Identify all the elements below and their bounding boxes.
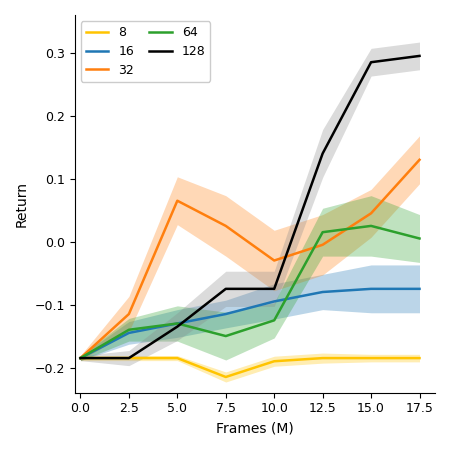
16: [320, 289, 325, 295]
32: [223, 223, 229, 229]
64: [175, 321, 180, 326]
8: [417, 356, 422, 361]
Y-axis label: Return: Return: [15, 181, 29, 227]
64: [369, 223, 374, 229]
128: [175, 324, 180, 329]
8: [223, 374, 229, 380]
64: [223, 333, 229, 339]
8: [369, 356, 374, 361]
64: [417, 236, 422, 241]
128: [271, 286, 277, 292]
16: [223, 311, 229, 317]
8: [175, 356, 180, 361]
128: [126, 356, 131, 361]
16: [126, 330, 131, 336]
8: [320, 356, 325, 361]
64: [126, 327, 131, 333]
16: [417, 286, 422, 292]
32: [126, 311, 131, 317]
128: [78, 356, 83, 361]
16: [271, 299, 277, 304]
32: [369, 211, 374, 216]
Line: 128: 128: [81, 56, 419, 358]
Line: 8: 8: [81, 358, 419, 377]
Line: 16: 16: [81, 289, 419, 358]
32: [417, 157, 422, 162]
128: [320, 151, 325, 156]
8: [126, 356, 131, 361]
8: [271, 359, 277, 364]
64: [78, 356, 83, 361]
X-axis label: Frames (M): Frames (M): [216, 421, 294, 435]
16: [369, 286, 374, 292]
32: [175, 198, 180, 203]
Legend: 8, 16, 32, 64, 128: 8, 16, 32, 64, 128: [81, 21, 211, 81]
128: [223, 286, 229, 292]
32: [320, 242, 325, 248]
32: [271, 258, 277, 263]
16: [78, 356, 83, 361]
64: [320, 230, 325, 235]
32: [78, 356, 83, 361]
128: [369, 59, 374, 65]
128: [417, 53, 422, 58]
64: [271, 318, 277, 323]
8: [78, 356, 83, 361]
16: [175, 321, 180, 326]
Line: 32: 32: [81, 160, 419, 358]
Line: 64: 64: [81, 226, 419, 358]
